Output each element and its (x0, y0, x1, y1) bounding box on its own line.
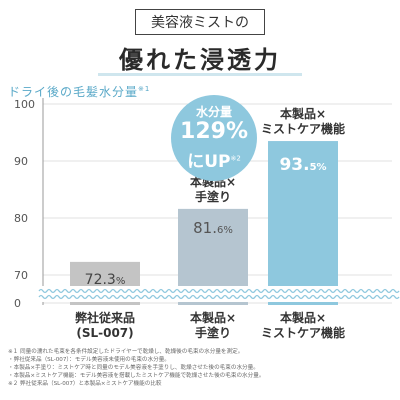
intro-badge: 美容液ミストの (135, 9, 265, 35)
x-category-label: 本製品× 手塗り (189, 311, 237, 340)
footnotes: ※１ 同量の濡れた毛束を各条件設定したドライヤーで乾燥し、乾燥後の毛束の水分量を… (8, 348, 396, 388)
increase-callout: 水分量 129% にUP※2 (171, 95, 257, 181)
page-title: 優れた浸透力 (119, 46, 281, 74)
bar-value-label: 72.3% (84, 271, 126, 288)
callout-line1: 水分量 (195, 105, 232, 119)
axis-break-band (39, 286, 396, 302)
y-tick-label: 80 (14, 212, 28, 225)
footnote-line: ・弊社従来品（SL-007）：モデル美容液未使用の毛束の水分量。 (8, 357, 170, 363)
axis-break-wave (38, 288, 400, 294)
footnote-line: ・本製品×手塗り：ミストケア時と同量のモデル美容液を手塗りし、乾燥させた後の毛束… (8, 365, 259, 371)
footnote-line: ※２ 弊社従来品（SL-007）と本製品×ミストケア機能の比較 (8, 381, 162, 387)
x-category-label: 本製品× ミストケア機能 (260, 311, 345, 340)
axis-break-wave (38, 294, 400, 300)
bar-value-label: 81.6% (193, 218, 233, 237)
bar (268, 141, 338, 305)
bar-value-label: 93.5% (279, 155, 327, 176)
callout-percentage: 129% (180, 119, 248, 144)
y-tick-label: 100 (14, 98, 35, 111)
y-tick-label: 0 (14, 297, 21, 310)
bar-top-label: 本製品× ミストケア機能 (260, 107, 345, 137)
y-tick-label: 70 (14, 269, 28, 282)
footnote-line: ※１ 同量の濡れた毛束を各条件設定したドライヤーで乾燥し、乾燥後の毛束の水分量を… (8, 349, 244, 355)
y-tick-label: 90 (14, 155, 28, 168)
y-axis-label: ドライ後の毛髪水分量※1 (8, 85, 151, 99)
x-category-label: 弊社従来品 (SL-007) (74, 311, 135, 340)
callout-line3: にUP※2 (187, 152, 241, 172)
title-underline (98, 73, 302, 76)
footnote-line: ・本製品×ミストケア機能：モデル美容液を搭載したミストケア機能で乾燥させた後の毛… (8, 373, 265, 379)
